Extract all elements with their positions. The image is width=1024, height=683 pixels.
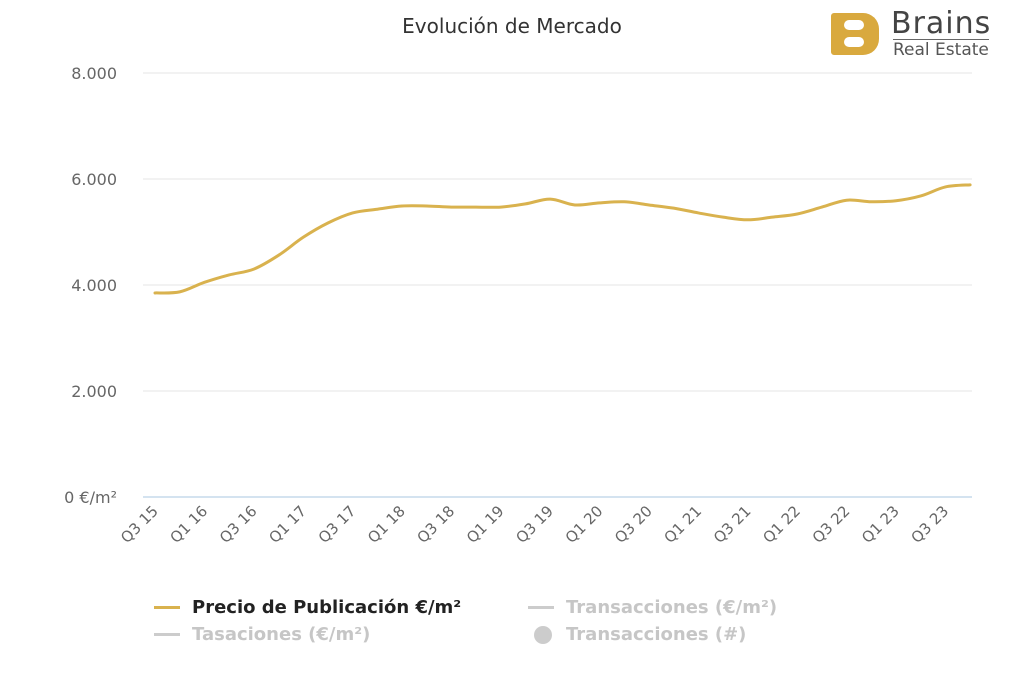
x-tick-label: Q1 21	[661, 502, 706, 547]
legend-line-icon	[154, 606, 180, 609]
legend-item-transacciones-count[interactable]: Transacciones (#)	[530, 624, 746, 645]
legend-line-icon	[528, 606, 554, 609]
legend-dot-icon	[534, 625, 552, 644]
x-tick-label: Q3 19	[512, 502, 557, 547]
x-tick-label: Q1 18	[364, 502, 409, 547]
legend-item-transacciones-eur[interactable]: Transacciones (€/m²)	[528, 597, 777, 618]
logo-brand: Brains	[891, 6, 992, 41]
x-tick-label: Q3 21	[710, 502, 755, 547]
y-tick-label: 2.000	[71, 382, 117, 401]
legend-item-precio[interactable]: Precio de Publicación €/m²	[154, 597, 461, 618]
logo-subtitle: Real Estate	[893, 39, 989, 60]
legend-line-icon	[154, 633, 180, 636]
x-tick-label: Q3 17	[315, 502, 360, 547]
y-tick-label: 0 €/m²	[64, 488, 117, 507]
x-tick-label: Q3 16	[216, 502, 261, 547]
x-tick-label: Q3 15	[117, 502, 162, 547]
legend-label: Tasaciones (€/m²)	[192, 624, 371, 645]
brains-real-estate-logo: Brains Real Estate	[831, 6, 1016, 60]
x-tick-label: Q1 17	[265, 502, 310, 547]
x-tick-label: Q1 16	[167, 502, 212, 547]
legend-label: Precio de Publicación €/m²	[192, 597, 462, 618]
x-tick-label: Q3 23	[908, 502, 953, 547]
y-tick-label: 8.000	[71, 64, 117, 83]
x-tick-label: Q1 22	[759, 502, 804, 547]
legend-label: Transacciones (#)	[566, 624, 747, 645]
x-tick-label: Q3 18	[414, 502, 459, 547]
x-tick-label: Q3 20	[611, 502, 656, 547]
x-tick-label: Q3 22	[809, 502, 854, 547]
logo-b-icon	[831, 13, 879, 55]
legend-label: Transacciones (€/m²)	[566, 597, 778, 618]
x-tick-label: Q1 20	[562, 502, 607, 547]
y-tick-label: 6.000	[71, 170, 117, 189]
y-tick-label: 4.000	[71, 276, 117, 295]
x-tick-label: Q1 23	[858, 502, 903, 547]
chart-title: Evolución de Mercado	[402, 14, 622, 38]
series-line-precio	[153, 183, 972, 295]
legend-item-tasaciones[interactable]: Tasaciones (€/m²)	[154, 624, 370, 645]
x-tick-label: Q1 19	[463, 502, 508, 547]
